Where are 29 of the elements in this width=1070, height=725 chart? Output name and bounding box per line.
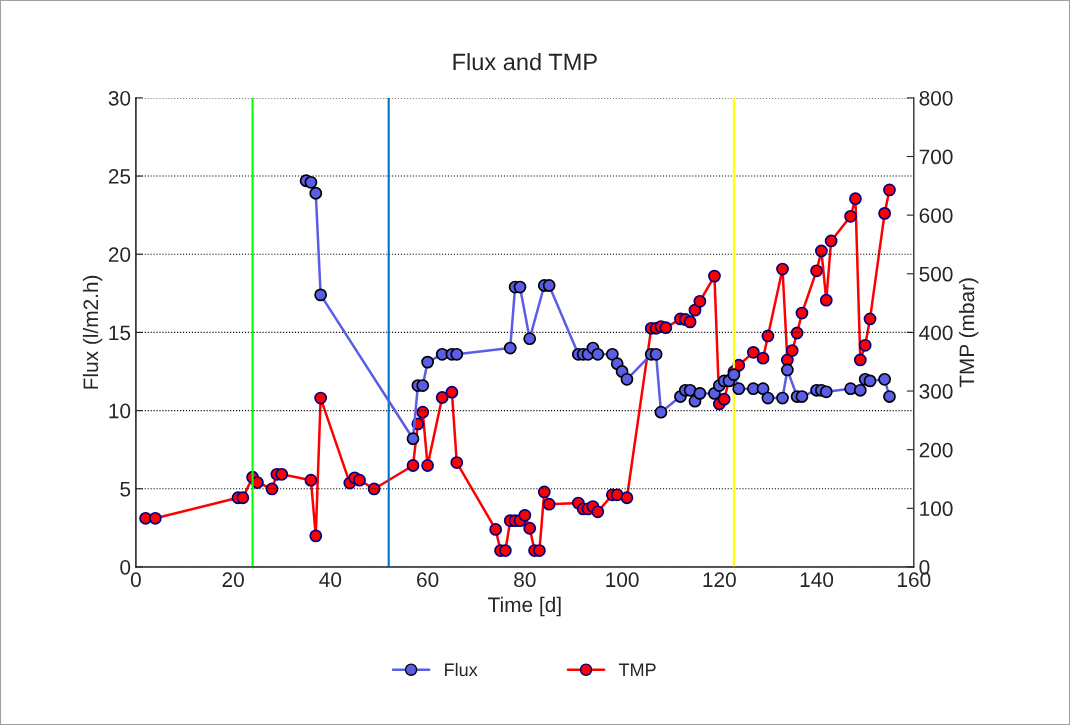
y-tick-label: 30 — [108, 90, 131, 106]
legend-label: TMP — [618, 663, 656, 677]
x-tick-label: 80 — [514, 572, 536, 588]
legend-label: Flux — [445, 662, 478, 677]
x-tick-label: 0 — [130, 572, 141, 588]
y2-tick-label: 400 — [919, 325, 953, 341]
y-tick-label: 10 — [109, 403, 131, 419]
x-tick-label: 140 — [800, 572, 834, 588]
y-tick-label: 5 — [120, 481, 131, 497]
y-tick-label: 0 — [120, 559, 131, 575]
y-axis-title: Flux (l/m2.h) — [82, 275, 103, 389]
y2-axis-title: TMP (mbar) — [958, 278, 979, 388]
y2-tick-label: 500 — [919, 266, 953, 282]
x-tick-label: 60 — [417, 572, 439, 588]
x-tick-label: 100 — [606, 572, 639, 588]
y2-tick-label: 300 — [919, 384, 953, 399]
y2-tick-label: 800 — [919, 90, 953, 106]
chart-title: Flux and TMP — [453, 52, 597, 71]
y-tick-label: 20 — [108, 247, 131, 262]
y-tick-label: 15 — [109, 325, 131, 341]
y2-tick-label: 200 — [919, 442, 953, 458]
y2-tick-label: 700 — [919, 149, 953, 165]
x-tick-label: 120 — [703, 572, 736, 588]
y2-tick-label: 100 — [920, 501, 953, 517]
x-axis-title: Time [d] — [488, 596, 561, 617]
x-tick-label: 20 — [222, 572, 244, 588]
y-tick-label: 25 — [108, 169, 131, 184]
y2-tick-label: 600 — [919, 208, 953, 223]
x-tick-label: 40 — [319, 572, 342, 588]
